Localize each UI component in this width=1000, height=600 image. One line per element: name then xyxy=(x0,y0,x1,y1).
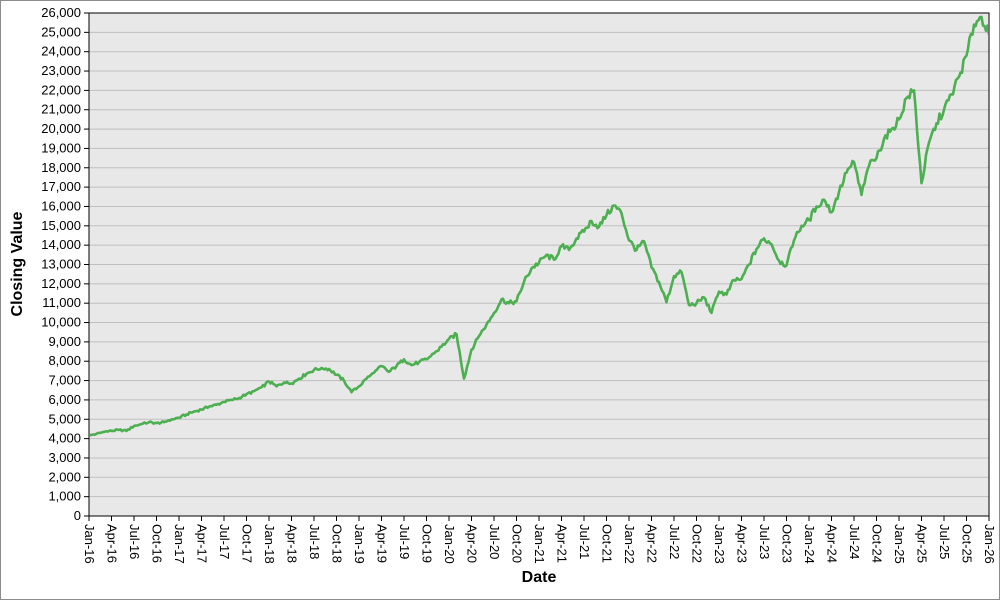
svg-text:Oct-16: Oct-16 xyxy=(150,524,165,563)
svg-text:25,000: 25,000 xyxy=(41,24,81,39)
svg-text:2,000: 2,000 xyxy=(48,469,81,484)
svg-text:10,000: 10,000 xyxy=(41,315,81,330)
svg-text:Apr-20: Apr-20 xyxy=(465,524,480,563)
svg-text:Apr-24: Apr-24 xyxy=(825,524,840,563)
svg-text:Apr-16: Apr-16 xyxy=(105,524,120,563)
svg-text:21,000: 21,000 xyxy=(41,102,81,117)
svg-text:22,000: 22,000 xyxy=(41,82,81,97)
svg-text:Jul-24: Jul-24 xyxy=(847,524,862,559)
svg-text:18,000: 18,000 xyxy=(41,160,81,175)
svg-text:Jul-22: Jul-22 xyxy=(667,524,682,559)
svg-text:Jul-23: Jul-23 xyxy=(757,524,772,559)
svg-text:23,000: 23,000 xyxy=(41,63,81,78)
svg-text:Jan-19: Jan-19 xyxy=(352,524,367,564)
svg-text:Oct-21: Oct-21 xyxy=(600,524,615,563)
svg-text:17,000: 17,000 xyxy=(41,179,81,194)
svg-text:Jan-23: Jan-23 xyxy=(712,524,727,564)
svg-text:7,000: 7,000 xyxy=(48,373,81,388)
svg-text:Jul-19: Jul-19 xyxy=(397,524,412,559)
svg-text:19,000: 19,000 xyxy=(41,140,81,155)
svg-text:5,000: 5,000 xyxy=(48,411,81,426)
svg-text:8,000: 8,000 xyxy=(48,353,81,368)
svg-text:15,000: 15,000 xyxy=(41,218,81,233)
svg-text:Oct-19: Oct-19 xyxy=(420,524,435,563)
svg-text:3,000: 3,000 xyxy=(48,450,81,465)
svg-text:4,000: 4,000 xyxy=(48,431,81,446)
svg-text:Jul-17: Jul-17 xyxy=(217,524,232,559)
svg-text:Oct-20: Oct-20 xyxy=(510,524,525,563)
gridlines xyxy=(89,31,989,498)
svg-text:11,000: 11,000 xyxy=(42,295,81,310)
closing-value-line xyxy=(90,15,988,437)
svg-text:Apr-21: Apr-21 xyxy=(555,524,570,563)
svg-text:9,000: 9,000 xyxy=(48,334,81,349)
svg-text:Jan-18: Jan-18 xyxy=(262,524,277,564)
svg-text:16,000: 16,000 xyxy=(41,198,81,213)
svg-text:Apr-18: Apr-18 xyxy=(285,524,300,563)
svg-text:6,000: 6,000 xyxy=(48,392,81,407)
svg-text:Jan-26: Jan-26 xyxy=(982,524,997,564)
svg-text:Jul-18: Jul-18 xyxy=(307,524,322,559)
y-axis-ticks-labels: 0 1,000 2,000 3,000 4,000 5,000 6,000 7,000 8,00… xyxy=(41,5,89,523)
svg-text:Oct-22: Oct-22 xyxy=(690,524,705,563)
svg-text:Jul-20: Jul-20 xyxy=(487,524,502,559)
svg-text:Apr-22: Apr-22 xyxy=(645,524,660,563)
svg-text:12,000: 12,000 xyxy=(41,276,81,291)
svg-text:Oct-23: Oct-23 xyxy=(780,524,795,563)
svg-text:Apr-19: Apr-19 xyxy=(375,524,390,563)
svg-text:Jan-21: Jan-21 xyxy=(532,524,547,564)
svg-text:Jan-22: Jan-22 xyxy=(622,524,637,564)
svg-text:14,000: 14,000 xyxy=(41,237,81,252)
y-axis-title: Closing Value xyxy=(9,211,26,317)
svg-text:Jan-20: Jan-20 xyxy=(442,524,457,564)
svg-text:Jan-25: Jan-25 xyxy=(892,524,907,564)
svg-text:Apr-17: Apr-17 xyxy=(195,524,210,563)
svg-text:Oct-25: Oct-25 xyxy=(960,524,975,563)
svg-text:13,000: 13,000 xyxy=(41,257,81,272)
svg-text:Jan-16: Jan-16 xyxy=(82,524,97,564)
svg-text:Jul-25: Jul-25 xyxy=(937,524,952,559)
x-axis-ticks-labels: Jan-16 Apr-16 Jul-16 Oct-16 Jan-17 Apr-17 Jul-… xyxy=(82,516,997,564)
svg-text:Jan-17: Jan-17 xyxy=(172,524,187,564)
svg-text:Jul-16: Jul-16 xyxy=(127,524,142,559)
plot-border xyxy=(88,12,990,517)
svg-text:Oct-17: Oct-17 xyxy=(240,524,255,563)
svg-text:1,000: 1,000 xyxy=(48,489,81,504)
x-axis-title: Date xyxy=(521,569,557,586)
svg-text:Apr-23: Apr-23 xyxy=(735,524,750,563)
svg-text:24,000: 24,000 xyxy=(41,44,81,59)
svg-text:Jul-21: Jul-21 xyxy=(577,524,592,559)
svg-text:26,000: 26,000 xyxy=(41,5,81,20)
svg-text:Oct-18: Oct-18 xyxy=(330,524,345,563)
svg-text:20,000: 20,000 xyxy=(41,121,81,136)
svg-text:Oct-24: Oct-24 xyxy=(870,524,885,563)
svg-text:0: 0 xyxy=(74,508,81,523)
svg-text:Jan-24: Jan-24 xyxy=(802,524,817,564)
svg-text:Apr-25: Apr-25 xyxy=(915,524,930,563)
